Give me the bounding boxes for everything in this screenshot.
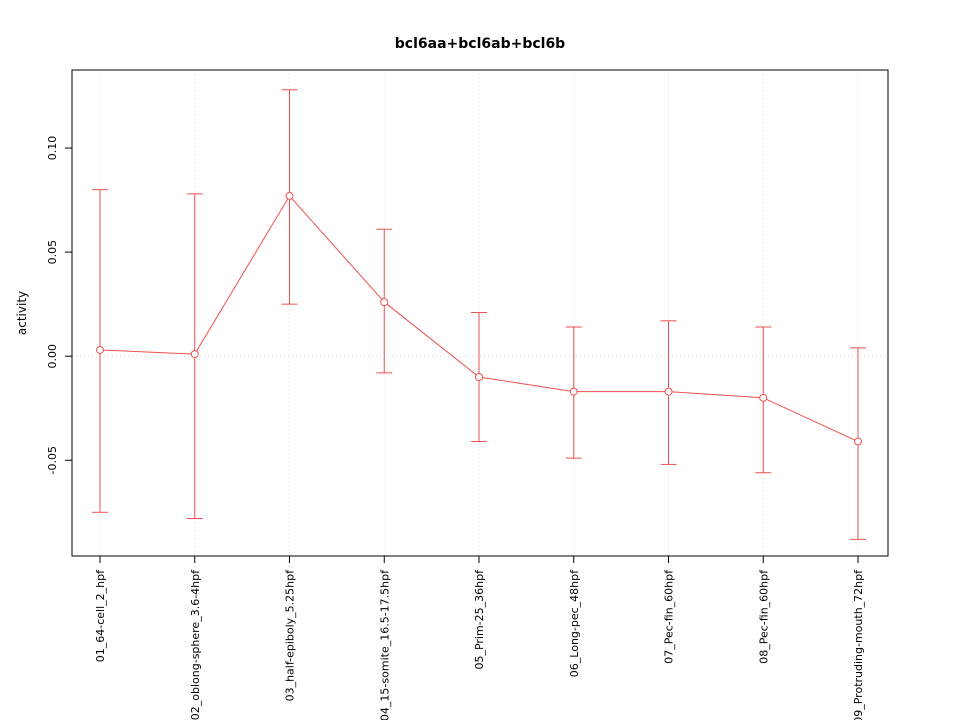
- x-tick-label: 04_15-somite_16.5-17.5hpf: [378, 569, 391, 720]
- data-point: [569, 387, 578, 396]
- x-tick-label: 03_half-epiboly_5.25hpf: [284, 569, 297, 702]
- chart-title: bcl6aa+bcl6ab+bcl6b: [395, 36, 565, 52]
- series-layer: [92, 89, 866, 540]
- x-tick-label: 02_oblong-sphere_3.6-4hpf: [189, 569, 202, 720]
- data-point: [664, 387, 673, 396]
- data-point: [854, 437, 862, 446]
- x-tick-label: 01_64-cell_2_hpf: [94, 569, 107, 662]
- y-tick-label: 0.10: [46, 136, 59, 161]
- data-point: [285, 191, 294, 200]
- y-axis-label: activity: [15, 291, 29, 335]
- data-point: [759, 393, 768, 402]
- plot-area-border: [71, 69, 889, 557]
- y-tick-label: 0.05: [46, 240, 59, 265]
- data-point: [380, 298, 389, 307]
- data-point: [96, 345, 104, 354]
- x-tick-label: 07_Pec-fin_60hpf: [663, 569, 676, 664]
- x-tick-label: 06_Long-pec_48hpf: [568, 569, 581, 677]
- x-tick-label: 05_Prim-25_36hpf: [473, 569, 486, 670]
- x-tick-label: 09_Protruding-mouth_72hpf: [852, 569, 865, 720]
- x-tick-label: 08_Pec-fin_60hpf: [757, 569, 770, 664]
- axes: -0.05 0.00 0.05 0.10 01_64-cell_2_hpf 02_oblo…: [46, 136, 865, 720]
- y-tick-label: 0.00: [46, 344, 59, 369]
- data-point: [190, 350, 199, 359]
- data-point: [475, 373, 483, 382]
- y-tick-label: -0.05: [46, 446, 59, 474]
